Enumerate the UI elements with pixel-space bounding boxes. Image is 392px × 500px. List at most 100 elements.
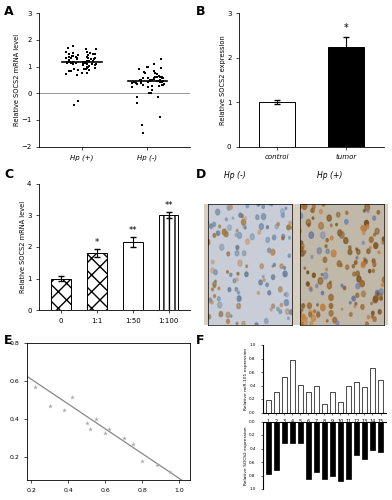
Bar bbox=[322, 404, 327, 412]
Point bbox=[131, 78, 137, 86]
Point bbox=[65, 44, 72, 52]
Point bbox=[70, 42, 76, 50]
Point bbox=[120, 434, 127, 442]
Point bbox=[84, 48, 90, 56]
Point bbox=[84, 53, 90, 61]
Bar bbox=[354, 382, 359, 412]
Bar bbox=[330, 392, 335, 412]
Point bbox=[80, 60, 86, 68]
Point bbox=[74, 51, 81, 59]
Point bbox=[87, 48, 93, 56]
Point bbox=[151, 75, 157, 83]
Text: Hp (+): Hp (+) bbox=[317, 171, 342, 180]
Point bbox=[70, 52, 76, 60]
Bar bbox=[274, 392, 279, 412]
Point bbox=[154, 74, 160, 82]
Point bbox=[157, 74, 163, 82]
Point bbox=[154, 93, 161, 101]
Point bbox=[139, 457, 145, 465]
Point bbox=[130, 440, 136, 448]
Point bbox=[80, 58, 86, 66]
Bar bbox=[282, 378, 287, 412]
Text: Hp (-): Hp (-) bbox=[224, 171, 246, 180]
Y-axis label: Relative SOCS2 expression: Relative SOCS2 expression bbox=[244, 426, 248, 484]
Point bbox=[147, 76, 153, 84]
Bar bbox=[314, 422, 319, 472]
Point bbox=[83, 64, 90, 72]
Point bbox=[79, 69, 85, 77]
Point bbox=[86, 62, 92, 70]
Point bbox=[157, 78, 163, 86]
Point bbox=[86, 66, 93, 74]
Point bbox=[91, 50, 98, 58]
Text: C: C bbox=[4, 168, 13, 180]
Point bbox=[65, 56, 72, 64]
Point bbox=[83, 419, 90, 427]
Point bbox=[93, 60, 99, 68]
Point bbox=[154, 76, 160, 84]
Point bbox=[90, 50, 96, 58]
Point bbox=[141, 68, 147, 76]
Point bbox=[154, 76, 161, 84]
Point bbox=[83, 58, 89, 66]
Point bbox=[71, 101, 77, 109]
Bar bbox=[123, 242, 143, 310]
Point bbox=[89, 60, 95, 68]
Point bbox=[85, 52, 91, 60]
Point bbox=[154, 461, 160, 469]
Point bbox=[160, 81, 166, 89]
Point bbox=[87, 425, 93, 433]
Text: A: A bbox=[4, 5, 14, 18]
Bar bbox=[51, 278, 71, 310]
Point bbox=[84, 69, 90, 77]
Point bbox=[85, 62, 91, 70]
Bar bbox=[266, 400, 271, 412]
Bar bbox=[306, 422, 311, 479]
Bar bbox=[314, 386, 319, 412]
Point bbox=[157, 113, 163, 121]
Point bbox=[80, 58, 87, 66]
Point bbox=[148, 88, 154, 96]
Point bbox=[66, 66, 72, 74]
Text: E: E bbox=[4, 334, 13, 347]
Point bbox=[61, 406, 67, 414]
Point bbox=[160, 74, 166, 82]
Point bbox=[167, 468, 173, 476]
Point bbox=[140, 129, 147, 137]
Point bbox=[129, 84, 135, 92]
Text: F: F bbox=[196, 334, 205, 347]
Y-axis label: Relative SOCS2 mRNA level: Relative SOCS2 mRNA level bbox=[14, 34, 20, 126]
Point bbox=[144, 63, 151, 71]
Text: *: * bbox=[94, 238, 99, 247]
Point bbox=[152, 73, 158, 81]
Point bbox=[149, 76, 155, 84]
Point bbox=[102, 428, 108, 436]
Point bbox=[139, 121, 145, 129]
Bar bbox=[298, 385, 303, 412]
Point bbox=[74, 70, 80, 78]
Bar bbox=[306, 392, 311, 412]
Text: B: B bbox=[196, 5, 205, 18]
Point bbox=[80, 61, 87, 69]
Point bbox=[71, 64, 77, 72]
Point bbox=[146, 89, 152, 97]
Bar bbox=[378, 422, 383, 452]
Point bbox=[156, 76, 163, 84]
Bar bbox=[328, 46, 364, 146]
Point bbox=[67, 67, 74, 75]
Point bbox=[142, 68, 148, 76]
Point bbox=[134, 99, 141, 107]
Bar bbox=[338, 422, 343, 481]
Text: D: D bbox=[196, 168, 206, 180]
Point bbox=[83, 60, 90, 68]
Bar bbox=[322, 422, 327, 479]
Point bbox=[156, 72, 162, 80]
Point bbox=[138, 79, 145, 87]
Bar bbox=[338, 402, 343, 412]
Bar bbox=[330, 422, 335, 476]
Bar bbox=[378, 380, 383, 412]
Point bbox=[64, 60, 70, 68]
Point bbox=[73, 60, 79, 68]
Point bbox=[151, 66, 157, 74]
Point bbox=[67, 58, 73, 66]
